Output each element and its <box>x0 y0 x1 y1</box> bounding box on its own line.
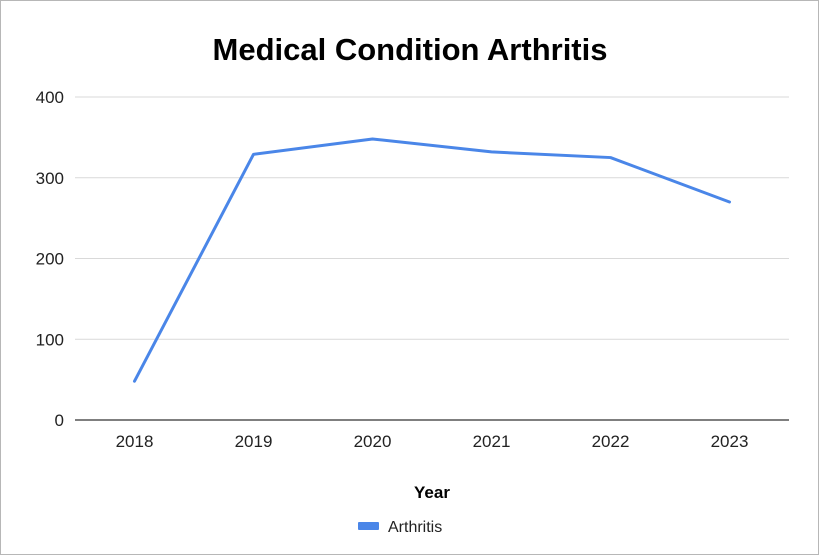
y-tick-label: 300 <box>36 169 64 188</box>
y-axis-ticks: 0 100 200 300 400 <box>36 88 64 430</box>
data-point <box>133 380 136 383</box>
y-tick-label: 0 <box>55 411 64 430</box>
data-point <box>490 150 493 153</box>
y-tick-label: 100 <box>36 330 64 349</box>
x-axis-label: Year <box>414 483 450 502</box>
data-point <box>609 156 612 159</box>
x-tick-label: 2021 <box>473 432 511 451</box>
legend: Arthritis <box>358 519 442 536</box>
x-axis-ticks: 2018 2019 2020 2021 2022 2023 <box>116 432 749 451</box>
y-tick-label: 200 <box>36 250 64 269</box>
legend-label: Arthritis <box>388 519 442 536</box>
data-point <box>371 137 374 140</box>
y-tick-label: 400 <box>36 88 64 107</box>
x-tick-label: 2020 <box>354 432 392 451</box>
x-tick-label: 2019 <box>235 432 273 451</box>
chart-title: Medical Condition Arthritis <box>213 32 608 67</box>
data-point <box>252 153 255 156</box>
x-tick-label: 2018 <box>116 432 154 451</box>
x-tick-label: 2022 <box>592 432 630 451</box>
x-tick-label: 2023 <box>711 432 749 451</box>
legend-swatch <box>358 522 379 530</box>
data-point <box>728 200 731 203</box>
series-line-arthritis <box>133 137 731 383</box>
gridlines <box>75 96 789 340</box>
series-lines <box>133 137 731 383</box>
